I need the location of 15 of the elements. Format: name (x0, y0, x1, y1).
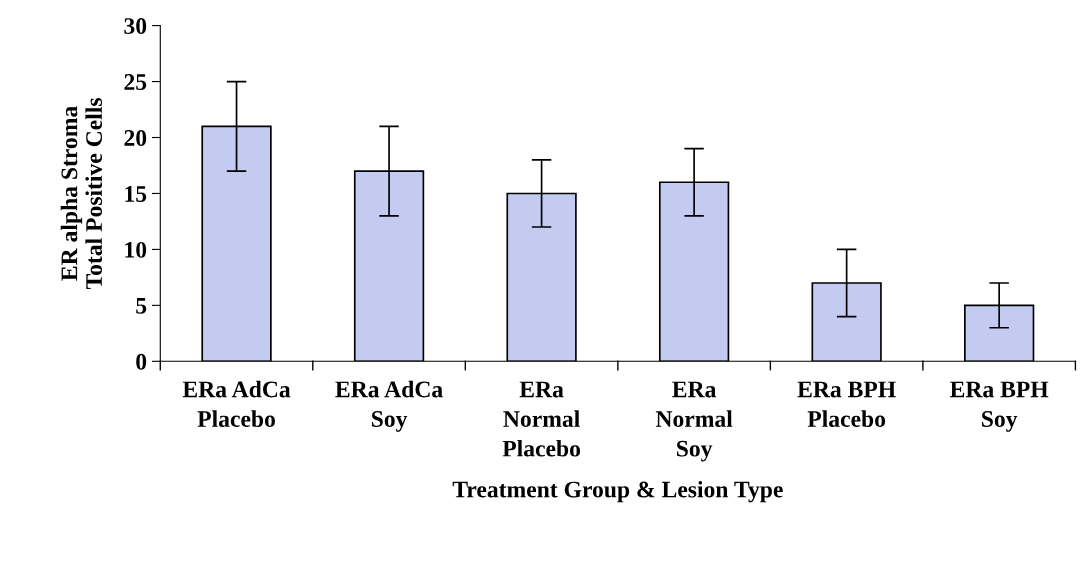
x-tick-label: ERa AdCa Placebo (182, 380, 291, 427)
y-tick-label: 5 (136, 298, 147, 314)
y-tick-label: 30 (124, 18, 147, 35)
y-tick-label: 15 (125, 186, 147, 202)
y-tick-label: 10 (125, 241, 147, 258)
x-tick-label: ERa BPH Placebo (797, 381, 896, 427)
y-tick-label: 0 (136, 353, 147, 370)
y-tick-label: 20 (124, 130, 147, 146)
x-tick-label: ERa Normal Soy (655, 381, 733, 462)
x-tick-label: ERa Normal Placebo (502, 381, 581, 457)
y-axis-title: ER alpha Stroma Total Positive Cells (60, 98, 103, 290)
x-tick-label: ERa AdCa Soy (335, 380, 443, 432)
y-tick-label: 25 (124, 74, 147, 90)
x-axis-title: Treatment Group & Lesion Type (452, 480, 783, 503)
x-tick-label: ERa BPH Soy (950, 381, 1049, 432)
